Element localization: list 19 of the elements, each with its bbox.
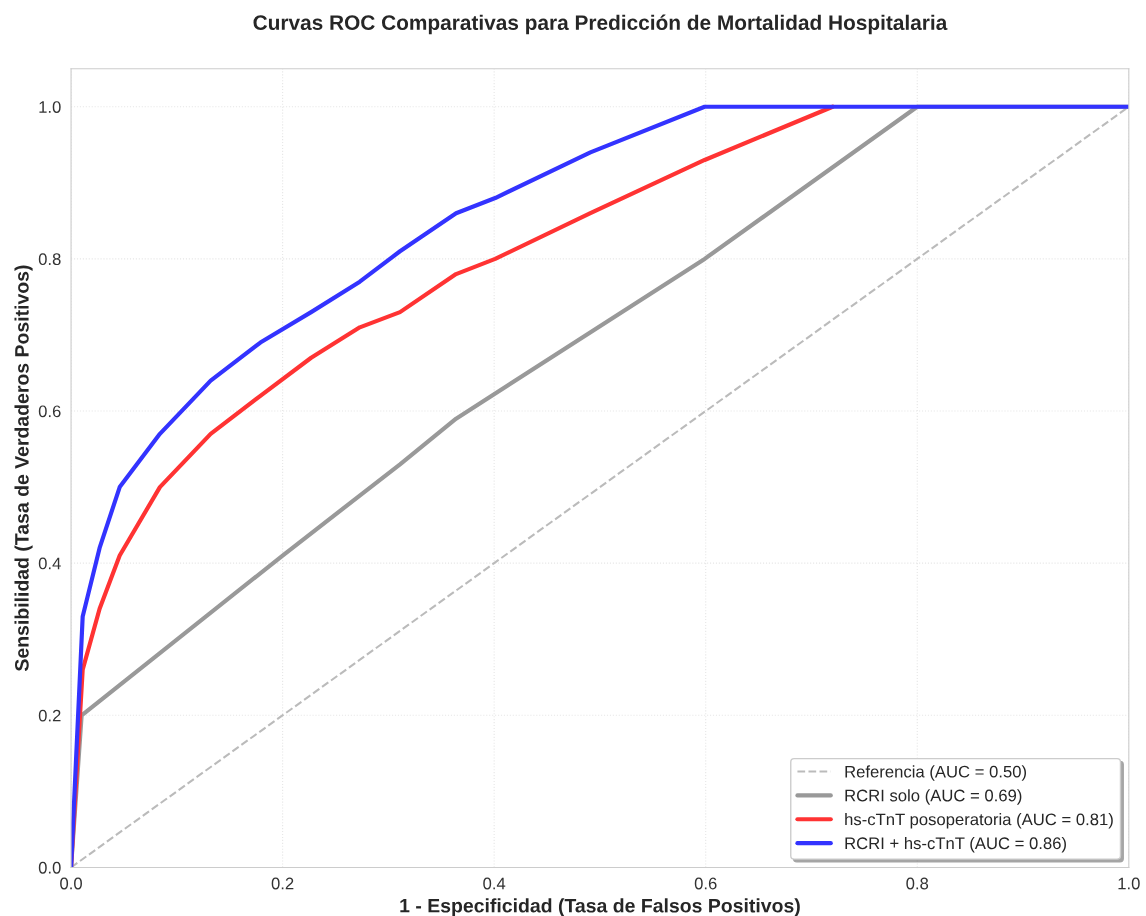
y-axis-title: Sensibilidad (Tasa de Verdaderos Positivos) <box>14 265 33 672</box>
legend-label: RCRI + hs-cTnT (AUC = 0.86) <box>845 836 1066 853</box>
legend-label: RCRI solo (AUC = 0.69) <box>845 789 1022 805</box>
x-tick-label: 0.2 <box>271 877 294 890</box>
x-tick-label: 0.0 <box>60 877 82 890</box>
x-tick-label: 0.6 <box>694 877 717 890</box>
x-tick-label: 0.4 <box>483 877 506 890</box>
x-tick-label: 1.0 <box>1118 877 1140 890</box>
y-tick-label: 1.0 <box>39 101 61 113</box>
y-tick-label: 0.2 <box>38 709 61 722</box>
chart-title: Curvas ROC Comparativas para Predicción de Mortalidad Hospitalaria <box>253 14 948 35</box>
x-axis-title: 1 - Especificidad (Tasa de Falsos Positivos) <box>400 898 800 916</box>
legend-label: hs-cTnT posoperatoria (AUC = 0.81) <box>845 813 1113 829</box>
y-tick-label: 0.4 <box>38 557 61 570</box>
y-tick-label: 0.6 <box>38 405 61 418</box>
x-tick-label: 0.8 <box>906 877 929 890</box>
y-tick-label: 0.0 <box>38 861 61 874</box>
y-tick-label: 0.8 <box>38 253 61 266</box>
legend-label: Referencia (AUC = 0.50) <box>845 765 1027 781</box>
